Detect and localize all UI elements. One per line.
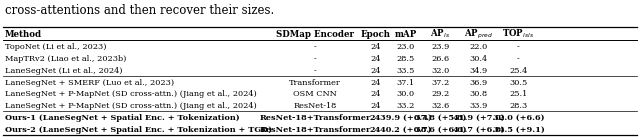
Text: Method: Method	[5, 30, 42, 39]
Text: 26.6: 26.6	[431, 55, 449, 63]
Text: OSM CNN: OSM CNN	[293, 90, 337, 98]
Text: LaneSegNet + P-MapNet (SD cross-attn.) (Jiang et al., 2024): LaneSegNet + P-MapNet (SD cross-attn.) (…	[5, 90, 257, 98]
Text: 41.7 (+6.8): 41.7 (+6.8)	[453, 126, 504, 134]
Text: 25.4: 25.4	[509, 67, 527, 75]
Text: 24: 24	[371, 102, 381, 110]
Text: AP$_{pred}$: AP$_{pred}$	[464, 28, 493, 41]
Text: 39.9 (+6.4): 39.9 (+6.4)	[380, 114, 432, 122]
Text: -: -	[314, 67, 316, 75]
Text: ResNet-18+Transformer: ResNet-18+Transformer	[259, 126, 371, 134]
Text: LaneSegNet (Li et al., 2024): LaneSegNet (Li et al., 2024)	[5, 67, 123, 75]
Text: 38.6 (+6.6): 38.6 (+6.6)	[415, 126, 466, 134]
Text: 24: 24	[370, 114, 381, 122]
Text: 37.2: 37.2	[431, 79, 449, 87]
Text: 36.9: 36.9	[470, 79, 488, 87]
Text: 29.2: 29.2	[431, 90, 449, 98]
Text: SDMap Encoder: SDMap Encoder	[276, 30, 354, 39]
Text: 32.0: 32.0	[431, 67, 449, 75]
Text: TopoNet (Li et al., 2023): TopoNet (Li et al., 2023)	[5, 43, 107, 51]
Text: 34.5 (+9.1): 34.5 (+9.1)	[493, 126, 544, 134]
Text: 24: 24	[371, 43, 381, 51]
Text: Transformer: Transformer	[289, 79, 340, 87]
Text: -: -	[517, 55, 520, 63]
Text: 33.2: 33.2	[397, 102, 415, 110]
Text: 23.9: 23.9	[431, 43, 449, 51]
Text: -: -	[314, 43, 316, 51]
Text: Ours-1 (LaneSegNet + Spatial Enc. + Tokenization): Ours-1 (LaneSegNet + Spatial Enc. + Toke…	[5, 114, 240, 122]
Text: 24: 24	[371, 90, 381, 98]
Text: 32.6: 32.6	[431, 102, 449, 110]
Text: Epoch: Epoch	[361, 30, 390, 39]
Text: 37.1: 37.1	[397, 79, 415, 87]
Text: 30.0: 30.0	[397, 90, 415, 98]
Text: 40.2 (+6.7): 40.2 (+6.7)	[380, 126, 431, 134]
Text: AP$_{ls}$: AP$_{ls}$	[430, 28, 451, 40]
Text: 41.9 (+7.0): 41.9 (+7.0)	[453, 114, 504, 122]
Text: 23.0: 23.0	[397, 43, 415, 51]
Text: 33.9: 33.9	[470, 102, 488, 110]
Text: 30.4: 30.4	[470, 55, 488, 63]
Text: ResNet-18+Transformer: ResNet-18+Transformer	[259, 114, 371, 122]
Text: 32.0 (+6.6): 32.0 (+6.6)	[493, 114, 544, 122]
Text: 28.5: 28.5	[397, 55, 415, 63]
Text: MapTRv2 (Liao et al., 2023b): MapTRv2 (Liao et al., 2023b)	[5, 55, 127, 63]
Text: 28.3: 28.3	[509, 102, 527, 110]
Text: LaneSegNet + P-MapNet (SD cross-attn.) (Jiang et al., 2024): LaneSegNet + P-MapNet (SD cross-attn.) (…	[5, 102, 257, 110]
Text: 22.0: 22.0	[470, 43, 488, 51]
Text: 24: 24	[371, 55, 381, 63]
Text: 24: 24	[370, 126, 381, 134]
Text: 33.5: 33.5	[397, 67, 415, 75]
Text: 30.8: 30.8	[470, 90, 488, 98]
Text: -: -	[517, 43, 520, 51]
Text: LaneSegNet + SMERF (Luo et al., 2023): LaneSegNet + SMERF (Luo et al., 2023)	[5, 79, 174, 87]
Text: ResNet-18: ResNet-18	[293, 102, 337, 110]
Text: cross-attentions and then recover their sizes.: cross-attentions and then recover their …	[5, 4, 275, 17]
Text: -: -	[314, 55, 316, 63]
Text: 30.5: 30.5	[509, 79, 527, 87]
Text: mAP: mAP	[395, 30, 417, 39]
Text: 24: 24	[371, 79, 381, 87]
Text: 37.8 (+5.8): 37.8 (+5.8)	[415, 114, 466, 122]
Text: TOP$_{lsls}$: TOP$_{lsls}$	[502, 28, 534, 40]
Text: 34.9: 34.9	[470, 67, 488, 75]
Text: 25.1: 25.1	[509, 90, 527, 98]
Text: 24: 24	[371, 67, 381, 75]
Text: Ours-2 (LaneSegNet + Spatial Enc. + Tokenization + TGD): Ours-2 (LaneSegNet + Spatial Enc. + Toke…	[5, 126, 272, 134]
